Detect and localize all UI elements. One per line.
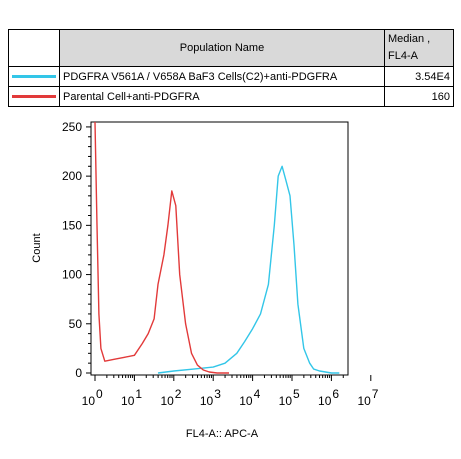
x-tick-exponent: 3 xyxy=(214,387,221,401)
x-tick-base: 10 xyxy=(279,394,293,408)
legend-median-value: 160 xyxy=(384,86,454,107)
x-tick-exponent: 5 xyxy=(293,387,300,401)
series-group xyxy=(94,121,340,374)
y-tick-label: 50 xyxy=(69,317,83,331)
y-tick-label: 200 xyxy=(62,169,82,183)
red-histogram-series xyxy=(94,121,229,374)
plot-frame xyxy=(90,121,349,376)
y-tick-label: 250 xyxy=(62,120,82,134)
population-name-header: Population Name xyxy=(59,29,385,67)
x-tick-label: 10 7 xyxy=(357,387,378,408)
cyan-series-swatch xyxy=(12,75,56,78)
x-tick-base: 10 xyxy=(121,394,135,408)
red-series-swatch xyxy=(12,95,56,98)
x-tick-base: 10 xyxy=(200,394,214,408)
y-tick-label: 0 xyxy=(75,366,82,380)
legend-row: PDGFRA V561A / V658A BaF3 Cells(C2)+anti… xyxy=(8,66,454,87)
legend-table: Population Name Median , FL4-A PDGFRA V5… xyxy=(8,29,454,107)
x-tick-exponent: 6 xyxy=(332,387,339,401)
x-tick-base: 10 xyxy=(318,394,332,408)
x-tick-label: 10 6 xyxy=(318,387,339,408)
x-axis-title: FL4-A:: APC-A xyxy=(186,428,259,440)
y-axis-title: Count xyxy=(31,233,43,262)
x-tick-base: 10 xyxy=(239,394,253,408)
x-tick-label: 10 2 xyxy=(160,387,181,408)
x-tick-base: 10 xyxy=(357,394,371,408)
x-tick-label: 10 4 xyxy=(239,387,260,408)
x-tick-exponent: 7 xyxy=(372,387,379,401)
cyan-histogram-series xyxy=(157,165,340,374)
median-header-line1: Median , xyxy=(388,33,431,45)
legend-swatch-cell xyxy=(8,86,60,107)
y-tick-label: 150 xyxy=(62,218,82,232)
y-tick-label: 100 xyxy=(62,268,82,282)
x-tick-exponent: 0 xyxy=(96,387,103,401)
x-tick-label: 10 0 xyxy=(82,387,103,408)
x-tick-exponent: 1 xyxy=(135,387,142,401)
legend-series-name: Parental Cell+anti-PDGFRA xyxy=(59,86,385,107)
x-tick-exponent: 2 xyxy=(175,387,182,401)
legend-series-name: PDGFRA V561A / V658A BaF3 Cells(C2)+anti… xyxy=(59,66,385,87)
x-tick-exponent: 4 xyxy=(254,387,261,401)
x-tick-base: 10 xyxy=(82,394,96,408)
x-tick-base: 10 xyxy=(160,394,174,408)
x-tick-label: 10 5 xyxy=(279,387,300,408)
x-axis: 10 0 10 1 10 2 10 3 10 4 10 5 10 6 10 7 xyxy=(82,375,379,408)
x-tick-label: 10 3 xyxy=(200,387,221,408)
x-tick-label: 10 1 xyxy=(121,387,142,408)
legend-row: Parental Cell+anti-PDGFRA 160 xyxy=(8,86,454,107)
legend-header-row: Population Name Median , FL4-A xyxy=(8,29,454,67)
median-header-line2: FL4-A xyxy=(388,50,418,62)
y-axis: 0 50 100 150 200 250 xyxy=(62,120,91,380)
median-header: Median , FL4-A xyxy=(384,29,454,67)
